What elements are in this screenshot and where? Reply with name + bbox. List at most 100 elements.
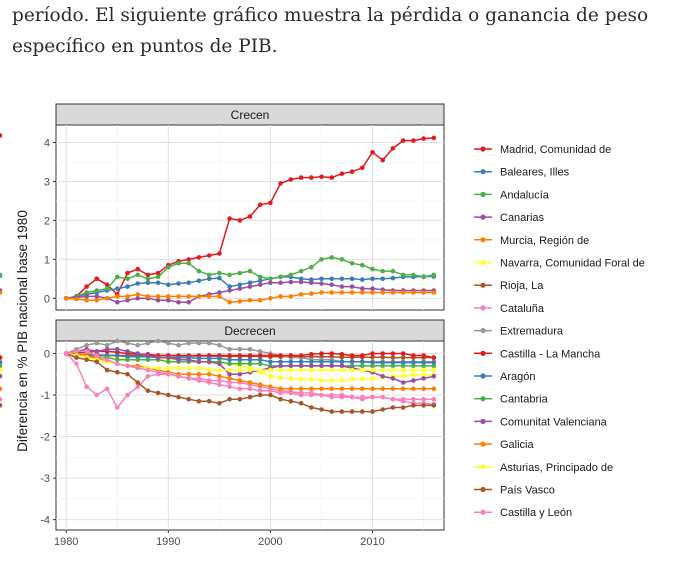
data-point xyxy=(247,353,253,358)
data-point xyxy=(186,340,191,346)
data-point xyxy=(278,363,283,369)
data-point xyxy=(349,284,355,289)
data-point xyxy=(104,342,110,348)
data-point xyxy=(84,284,89,289)
data-point xyxy=(237,378,243,383)
y-tick-label: -2 xyxy=(40,432,50,444)
data-point xyxy=(0,355,3,360)
legend-key-point xyxy=(480,509,486,515)
intro-line-2: específico en puntos de PIB. xyxy=(12,36,278,57)
data-point xyxy=(411,363,416,369)
legend-label: Canarias xyxy=(500,212,545,224)
data-point xyxy=(411,290,416,295)
data-point xyxy=(125,340,130,346)
data-point xyxy=(360,409,365,414)
data-point xyxy=(390,386,396,392)
data-point xyxy=(94,392,100,398)
data-point xyxy=(298,359,304,365)
data-point xyxy=(431,374,437,379)
data-point xyxy=(166,392,171,398)
data-point xyxy=(268,359,273,365)
data-point xyxy=(217,367,222,373)
data-point xyxy=(370,351,375,356)
data-point xyxy=(288,272,294,278)
data-point xyxy=(104,357,110,363)
data-point xyxy=(319,367,324,373)
data-point xyxy=(329,175,335,180)
data-point xyxy=(298,401,304,406)
data-point xyxy=(380,386,386,392)
data-point xyxy=(288,390,294,396)
data-point xyxy=(278,375,283,380)
data-point xyxy=(84,384,89,390)
data-point xyxy=(0,386,3,392)
data-point xyxy=(288,177,294,182)
data-point xyxy=(370,286,375,291)
panel-title: Crecen xyxy=(231,108,270,122)
data-point xyxy=(370,409,375,414)
data-point xyxy=(217,290,222,295)
legend-key-point xyxy=(480,373,486,379)
data-point xyxy=(360,376,365,382)
data-point xyxy=(329,290,335,295)
data-point xyxy=(380,360,386,365)
data-point xyxy=(380,351,386,356)
data-point xyxy=(278,353,283,358)
data-point xyxy=(309,392,314,398)
legend-item: Rioja, La xyxy=(474,280,544,292)
data-point xyxy=(370,360,375,365)
data-point xyxy=(339,386,345,392)
data-point xyxy=(257,298,263,303)
data-point xyxy=(237,367,243,373)
data-point xyxy=(257,274,263,280)
legend-key-point xyxy=(480,328,486,334)
data-point xyxy=(196,398,202,404)
data-point xyxy=(349,359,355,365)
data-point xyxy=(278,386,283,392)
data-point xyxy=(247,284,253,289)
data-point xyxy=(125,371,130,377)
data-point xyxy=(0,272,3,278)
data-point xyxy=(329,386,335,392)
data-point xyxy=(349,276,355,282)
y-tick-label: 2 xyxy=(44,215,50,227)
panel-2: Decrecen 0 -1 -2 -3 -4 1980 1990 2000 2010 xyxy=(0,319,445,548)
data-point xyxy=(298,292,304,297)
data-point xyxy=(278,390,283,396)
data-point xyxy=(421,386,426,392)
data-point xyxy=(196,378,202,383)
data-point xyxy=(176,299,181,305)
x-tick-label: 2000 xyxy=(258,536,282,548)
data-point xyxy=(227,384,232,390)
data-point xyxy=(360,165,365,171)
data-point xyxy=(400,380,406,385)
data-point xyxy=(227,361,232,367)
legend-key-point xyxy=(480,282,486,288)
data-point xyxy=(166,355,171,360)
data-point xyxy=(329,367,335,373)
data-point xyxy=(288,294,294,299)
data-point xyxy=(360,367,365,373)
data-point xyxy=(319,407,324,412)
data-point xyxy=(268,388,273,394)
data-point xyxy=(247,361,253,367)
data-point xyxy=(227,288,232,293)
data-point xyxy=(319,386,324,392)
x-tick-label: 1980 xyxy=(54,536,78,548)
data-point xyxy=(349,169,355,174)
data-point xyxy=(206,253,212,258)
data-point xyxy=(257,367,263,373)
data-point xyxy=(115,361,120,367)
data-point xyxy=(400,138,406,143)
data-point xyxy=(390,367,396,373)
data-point xyxy=(135,292,140,297)
chart-legend: Madrid, Comunidad de Baleares, Illes Andal… xyxy=(474,144,645,519)
data-point xyxy=(319,174,324,180)
data-point xyxy=(247,280,253,286)
legend-key-point xyxy=(480,464,486,470)
data-point xyxy=(176,394,181,400)
legend-label: Castilla - La Mancha xyxy=(500,348,601,360)
data-point xyxy=(298,175,304,180)
data-point xyxy=(370,363,375,369)
data-point xyxy=(268,374,273,379)
